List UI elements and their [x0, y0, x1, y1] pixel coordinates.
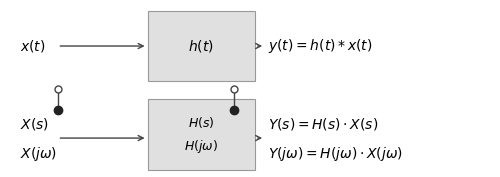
Text: $y(t) = h(t) * x(t)$: $y(t) = h(t) * x(t)$: [268, 37, 372, 55]
Text: $x(t)$: $x(t)$: [20, 38, 46, 54]
Bar: [148, 11, 255, 81]
Text: $H(j\omega)$: $H(j\omega)$: [184, 138, 218, 155]
Text: $Y(j\omega) = H(j\omega) \cdot X(j\omega)$: $Y(j\omega) = H(j\omega) \cdot X(j\omega…: [268, 145, 402, 163]
Bar: [148, 99, 255, 170]
Text: $X(j\omega)$: $X(j\omega)$: [20, 145, 57, 163]
Text: $Y(s) = H(s) \cdot X(s)$: $Y(s) = H(s) \cdot X(s)$: [268, 116, 378, 132]
Text: $X(s)$: $X(s)$: [20, 116, 49, 132]
Text: $H(s)$: $H(s)$: [188, 115, 214, 130]
Text: $h(t)$: $h(t)$: [188, 38, 214, 54]
